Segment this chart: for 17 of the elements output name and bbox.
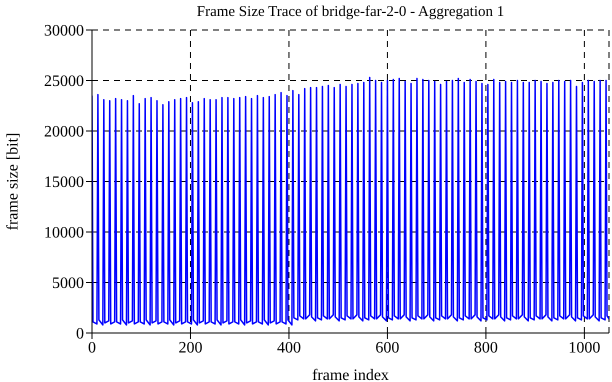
y-tick-label: 10000 (44, 224, 84, 242)
x-axis-title: frame index (312, 367, 389, 382)
x-tick-label: 400 (276, 339, 301, 356)
x-tick-label: 800 (474, 339, 498, 356)
y-tick-label: 0 (76, 326, 84, 343)
y-tick-label: 5000 (52, 275, 84, 292)
y-axis-title: frame size [bit] (4, 132, 22, 230)
x-tick-label: 1000 (568, 339, 600, 356)
y-tick-label: 20000 (44, 124, 84, 141)
y-tick-label: 25000 (44, 73, 84, 90)
y-tick-label: 15000 (44, 174, 84, 192)
x-tick-label: 0 (88, 339, 96, 356)
x-tick-label: 600 (375, 339, 400, 356)
chart-title: Frame Size Trace of bridge-far-2-0 - Aggregation 1 (196, 4, 506, 21)
y-tick-label: 30000 (44, 22, 84, 40)
x-tick-label: 200 (178, 339, 202, 356)
line-series (92, 76, 609, 326)
